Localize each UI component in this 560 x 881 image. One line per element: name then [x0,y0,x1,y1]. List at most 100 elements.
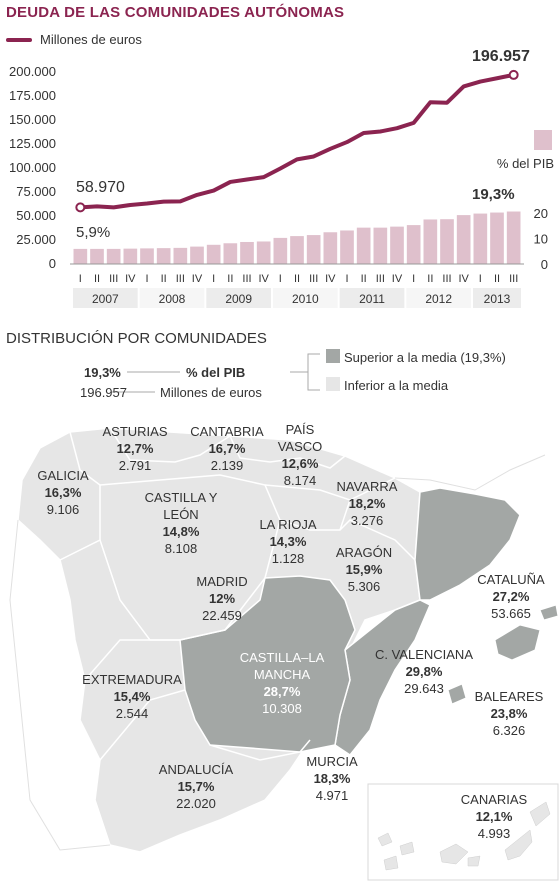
label-cantabria: CANTABRIA 16,7% 2.139 [180,423,274,474]
quarter-tick-label: I [345,273,348,285]
region-pct: 14,8% [162,524,200,539]
canarias-inset [367,783,559,881]
map-castilla-la-mancha [179,575,356,753]
first-value-label: 58.970 [76,179,125,196]
region-name: MURCIA [306,754,358,769]
pib-bar [190,246,204,264]
region-pct: 16,3% [44,485,82,500]
key-above-label: Superior a la media (19,3%) [344,350,506,365]
map-mallorca [494,624,541,661]
quarter-tick-label: II [227,273,233,285]
label-canarias: CANARIAS 12,1% 4.993 [444,791,544,842]
pib-bar [206,244,221,264]
region-name: CANARIAS [460,792,528,807]
pib-bar [423,219,438,264]
map-ibiza [447,683,467,705]
pib-bar [123,248,138,264]
y-left-tick-label: 75.000 [16,184,56,199]
pib-bar [240,241,254,264]
pib-bar [490,212,504,264]
legend-debt: Millones de euros [6,32,142,47]
label-pais-vasco: PAÍS VASCO 12,6% 8.174 [268,421,332,489]
region-pct: 18,3% [313,771,351,786]
year-label: 2009 [225,292,252,306]
quarter-tick-label: IV [458,273,469,285]
y-right-tick-label: 10 [534,231,548,246]
year-band [139,288,205,308]
y-right-tick-label: 20 [534,206,548,221]
y-left-tick-label: 150.000 [9,112,56,127]
label-cataluna: CATALUÑA 27,2% 53.665 [466,571,556,622]
year-band [273,288,338,308]
x-axis: I II III IV I II III IV I II III IV I II III IV I II III IV… [70,263,524,308]
map-menorca [539,604,559,621]
pib-bar [256,241,271,264]
region-pct: 15,9% [345,562,383,577]
debt-chart: 0 25.000 50.000 75.000 100.000 125.000 150.000… [9,48,548,308]
year-band [473,288,521,308]
quarter-tick-label: I [212,273,215,285]
map-canarias [377,801,551,871]
label-aragon: ARAGÓN 15,9% 5.306 [322,544,406,595]
legend-pib: % del PIB [478,130,558,176]
debt-line [78,72,516,210]
year-band [73,288,138,308]
region-value: 2.791 [118,458,152,473]
label-madrid: MADRID 12% 22.459 [180,573,264,624]
last-point-marker [508,69,519,80]
quarter-tick-label: III [109,273,118,285]
region-name: ANDALUCÍA [158,762,234,777]
quarter-tick-label: II [94,273,100,285]
quarter-tick-label: II [427,273,433,285]
key-eur-value: 196.957 [80,385,127,400]
region-name: CATALUÑA [477,572,545,587]
quarter-tick-label: I [412,273,415,285]
label-navarra: NAVARRA 18,2% 3.276 [322,478,412,529]
pib-bar [273,237,288,264]
quarter-tick-label: I [79,273,82,285]
quarter-tick-label: III [509,273,518,285]
quarter-tick-label: I [145,273,148,285]
region-pct: 15,4% [113,689,151,704]
region-name: C. VALENCIANA [374,647,473,662]
debt-line-series [75,69,519,213]
pib-bar [406,225,421,264]
pib-bar [323,232,338,264]
region-value: 4.971 [315,788,349,803]
label-la-rioja: LA RIOJA 14,3% 1.128 [244,516,332,567]
region-value: 53.665 [491,606,531,621]
map-cataluna [414,487,521,601]
legend-pib-label: % del PIB [496,156,554,171]
y-left-tick-label: 175.000 [9,88,56,103]
pib-bar [356,227,371,264]
region-value: 5.306 [347,579,381,594]
chart-annotations: 58.970 196.957 5,9% 19,3% [76,48,530,241]
year-label: 2008 [159,292,186,306]
pib-bar [306,235,321,264]
region-pct: 14,3% [269,534,307,549]
quarter-tick-label: IV [125,273,136,285]
spain-map [9,427,559,881]
pib-bar [173,247,188,264]
pib-bar [506,211,521,264]
pib-bar [390,226,404,264]
pib-bar [156,248,171,264]
region-name: EXTREMADURA [82,672,182,687]
region-name: CANTABRIA [190,424,264,439]
label-murcia: MURCIA 18,3% 4.971 [294,753,370,804]
year-band [406,288,471,308]
legend-debt-label: Millones de euros [40,32,142,47]
year-label: 2007 [92,292,119,306]
legend-bar-swatch [534,130,552,150]
quarter-tick-label: II [494,273,500,285]
pib-bar [90,248,104,264]
region-value: 1.128 [271,551,305,566]
map-title: DISTRIBUCIÓN POR COMUNIDADES [6,330,267,347]
region-pct: 12,6% [281,456,319,471]
quarter-tick-label: I [479,273,482,285]
region-name: ARAGÓN [335,545,393,560]
pib-bar [73,248,88,264]
y-axis-right: 0 10 20 [534,206,548,272]
region-pct: 15,7% [177,779,215,794]
key-below-swatch [326,377,340,391]
